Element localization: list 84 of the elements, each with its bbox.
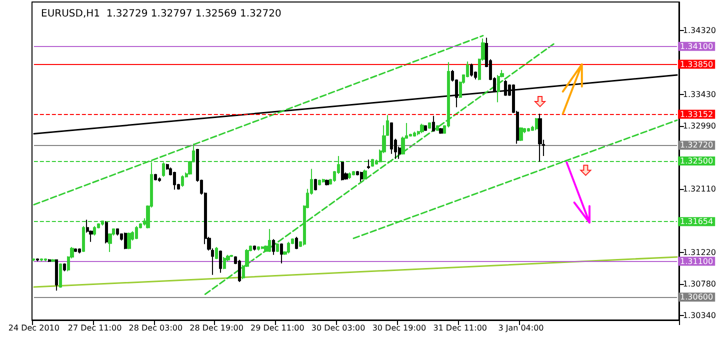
candlestick	[261, 246, 264, 250]
candlestick	[219, 250, 222, 274]
ref-line-label: 1.30600	[680, 292, 714, 302]
candlestick	[93, 226, 96, 236]
candlestick	[470, 63, 473, 77]
y-tick-label: 1.32990	[682, 121, 716, 130]
candlestick	[535, 118, 538, 131]
candlestick	[318, 179, 321, 186]
candlestick	[63, 262, 66, 272]
candlestick	[268, 228, 271, 252]
x-tick-label: 28 Dec 19:00	[190, 324, 244, 332]
candlestick	[154, 173, 157, 181]
candlestick	[230, 254, 233, 258]
candlestick	[527, 128, 530, 132]
candlestick	[40, 258, 43, 262]
candlestick	[108, 232, 112, 252]
ref-line-label: 1.31100	[680, 256, 714, 266]
y-tick-label: 1.30780	[682, 280, 716, 289]
candlestick	[436, 124, 439, 132]
candlestick	[238, 259, 241, 283]
y-tick-label: 1.31220	[682, 248, 716, 258]
candlestick	[82, 226, 85, 252]
candlestick	[158, 176, 161, 182]
candlestick	[276, 242, 279, 252]
candlestick	[44, 258, 47, 262]
y-tick-label: 1.30340	[682, 311, 716, 320]
x-tick-label: 3 Jan 04:00	[498, 324, 544, 332]
ref-line-label: 1.33152	[680, 110, 714, 119]
x-tick-label: 28 Dec 03:00	[128, 324, 183, 332]
candlestick	[127, 232, 131, 250]
text: EURUSD,H1 1.32729 1.32797 1.32569 1.32720	[41, 8, 282, 20]
candlestick	[413, 131, 416, 138]
candlestick	[51, 258, 55, 262]
candlestick	[181, 174, 184, 188]
x-tick-label: 24 Dec 2010	[8, 324, 60, 332]
candlestick	[253, 245, 256, 252]
candlestick	[135, 226, 138, 240]
candlestick	[428, 122, 431, 130]
y-tick-label: 1.33430	[682, 90, 716, 99]
candlestick	[363, 169, 367, 180]
candlestick	[504, 80, 507, 96]
candlestick	[538, 113, 542, 162]
ref-line-label: 1.31654	[680, 217, 714, 226]
candlestick	[36, 258, 39, 262]
candlestick	[78, 248, 81, 254]
candlestick	[519, 126, 523, 142]
candlestick	[424, 124, 427, 132]
y-tick-label: 1.34320	[682, 26, 716, 36]
candlestick	[325, 179, 329, 186]
candlestick	[352, 170, 355, 176]
candlestick	[420, 123, 424, 134]
candlestick	[287, 241, 290, 254]
candlestick	[367, 159, 370, 170]
candlestick	[272, 238, 275, 256]
candlestick	[74, 248, 77, 252]
candlestick	[348, 172, 351, 180]
candlestick	[105, 220, 108, 244]
candlestick	[55, 259, 58, 292]
candlestick	[295, 236, 298, 250]
x-tick-label: 27 Dec 11:00	[68, 324, 122, 332]
ref-line-label: 1.32720	[680, 140, 714, 150]
candlestick	[439, 128, 443, 134]
candlestick	[314, 178, 317, 191]
candlestick	[223, 256, 226, 270]
ref-line-label: 1.32500	[680, 156, 714, 166]
candlestick	[360, 171, 363, 182]
candlestick	[432, 115, 435, 132]
ref-line-label: 1.33850	[680, 60, 714, 69]
candlestick	[32, 258, 35, 262]
x-tick-label: 30 Dec 19:00	[372, 324, 426, 332]
x-tick-label: 30 Dec 03:00	[311, 324, 366, 332]
x-tick-label: 29 Dec 11:00	[250, 324, 304, 332]
candlestick	[173, 171, 176, 190]
candlestick	[341, 161, 344, 181]
candlestick	[257, 246, 260, 252]
ref-line-label: 1.34100	[680, 42, 714, 51]
candlestick	[280, 242, 283, 264]
candlestick	[48, 258, 51, 262]
candlestick	[124, 232, 127, 250]
candlestick	[59, 262, 62, 288]
candlestick	[322, 178, 325, 183]
y-tick-label: 1.32110	[682, 184, 716, 194]
candlestick	[215, 246, 218, 260]
x-tick-label: 31 Dec 11:00	[433, 324, 488, 332]
